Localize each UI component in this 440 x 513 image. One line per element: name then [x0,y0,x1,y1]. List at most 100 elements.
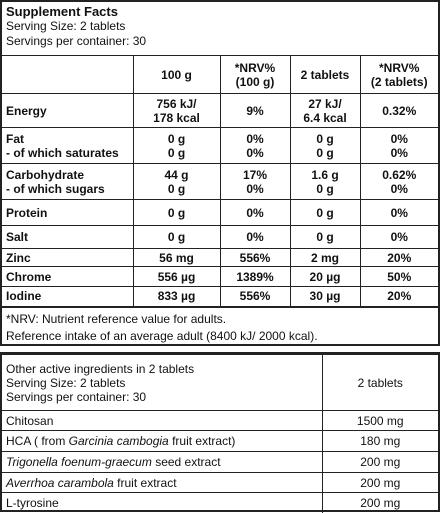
cell-line: 0 g [167,145,186,160]
row: Iodine 833 µg 556% 30 µg 20% [2,286,438,308]
cell-line: 0% [390,230,408,244]
ingredient-amount: 200 mg [321,492,438,513]
cell-line: 0 g [167,205,186,220]
ingredient-name: Trigonella foenum-graecum seed extract [2,451,323,473]
cell-line: 100 g [161,67,192,82]
cell-line: 0% [390,205,408,220]
cell-line: Fat [6,131,24,146]
name-part: seed extract [151,455,221,469]
cell-line: 0 g [316,131,334,146]
cell-line: 0% [246,131,264,146]
ingredient-name: Averrhoa carambola fruit extract [2,472,323,493]
cell-line: Energy [6,103,47,118]
cell-line: - of which sugars [6,181,105,196]
cell: 0% 0% [219,127,291,164]
cell-line: 833 µg [157,289,196,304]
cell: 556% [219,248,291,267]
cell: 20 µg [289,266,361,287]
title: Supplement Facts [6,4,118,19]
ingredients-table: Other active ingredients in 2 tablets Ser… [2,354,438,513]
cell-line: 0 g [316,230,334,244]
cell-line: 0% [390,181,408,196]
cell-line: 2 tablets [300,67,350,82]
column-header: *NRV% (100 g) [219,55,291,94]
cell [2,55,134,94]
row: Protein 0 g 0% 0 g 0% [2,199,438,226]
cell-line: 1389% [236,269,274,284]
cell-line: 556% [239,250,271,265]
cell-line: Chrome [6,269,52,284]
row: Chrome 556 µg 1389% 20 µg 50% [2,266,438,287]
cell-line: 756 kJ/ [156,96,197,111]
header-row: Other active ingredients in 2 tablets Ser… [2,354,438,411]
cell: 20% [359,248,438,267]
cell-line: - of which saturates [6,145,119,160]
cell-line: (100 g) [235,74,275,89]
cell-line: 0% [390,145,408,160]
row: L-tyrosine 200 mg [2,492,438,513]
cell-line: 20% [387,289,412,304]
row: Trigonella foenum-graecum seed extract 20… [2,451,438,473]
column-header: *NRV% (2 tablets) [359,55,438,94]
cell: 0.32% [359,93,438,128]
cell-line: 0 g [167,230,186,244]
header-line: Serving Size: 2 tablets [6,19,126,33]
cell-line: 17% [242,167,268,182]
cell-line: 0% [246,181,264,196]
ingredient-amount: 200 mg [321,472,438,493]
cell: 30 µg [289,286,361,308]
cell: 756 kJ/178 kcal [132,93,221,128]
cell-line: 0% [246,205,264,220]
cell: 27 kJ/6.4 kcal [289,93,361,128]
footnote: *NRV: Nutrient reference value for adult… [6,311,227,326]
cell: 2 tablets [321,354,438,411]
row: Salt 0 g 0% 0 g 0% [2,225,438,249]
cell: 0% [359,225,438,249]
cell-line: 56 mg [159,250,194,265]
name-part: Trigonella foenum-graecum [6,455,152,469]
cell-line: 20 µg [309,269,341,284]
name-part: HCA ( from [6,434,69,448]
cell: 556% [219,286,291,308]
ingredients: Other active ingredients in 2 tablets Ser… [0,352,440,513]
column-header: 100 g [132,55,221,94]
cell-line: 6.4 kcal [303,110,347,125]
name-part: fruit extract) [168,434,236,448]
row: Chitosan 1500 mg [2,410,438,431]
cell-line: Other active ingredients in 2 tablets [6,361,195,376]
cell: 833 µg [132,286,221,308]
row-label: Salt [2,225,134,249]
ingredient-amount: 200 mg [321,451,438,473]
name-part: fruit extract [113,475,177,490]
cell-line: Salt [6,230,29,244]
cell-line: 0 g [316,181,334,196]
cell-line: Zinc [6,250,31,265]
ingredient-name: Chitosan [2,410,323,431]
cell: 0% [219,199,291,226]
cell-line: 178 kcal [153,110,200,125]
cell-line: 0 g [167,131,186,146]
row: HCA ( from Garcinia cambogia fruit extra… [2,430,438,452]
cell-line: Iodine [6,289,42,304]
cell-line: 50% [387,269,412,284]
cell: 1389% [219,266,291,287]
header-row: 100 g *NRV% (100 g) 2 tablets *NRV% (2 tablet… [2,55,438,94]
ingredient-name: HCA ( from Garcinia cambogia fruit extra… [2,430,323,452]
cell-line: 1.6 g [311,167,339,182]
cell: 0 g [289,225,361,249]
cell: 50% [359,266,438,287]
cell: 0% 0% [359,127,438,164]
row-label: Energy [2,93,134,128]
cell-line: 44 g [164,167,189,182]
row: Energy 756 kJ/178 kcal 9% 27 kJ/6.4 kcal 0.3… [2,93,438,128]
cell: 0 g [289,199,361,226]
name-part: Chitosan [6,413,54,428]
cell-line: *NRV% [379,60,420,75]
cell-line: 0.32% [382,103,417,118]
